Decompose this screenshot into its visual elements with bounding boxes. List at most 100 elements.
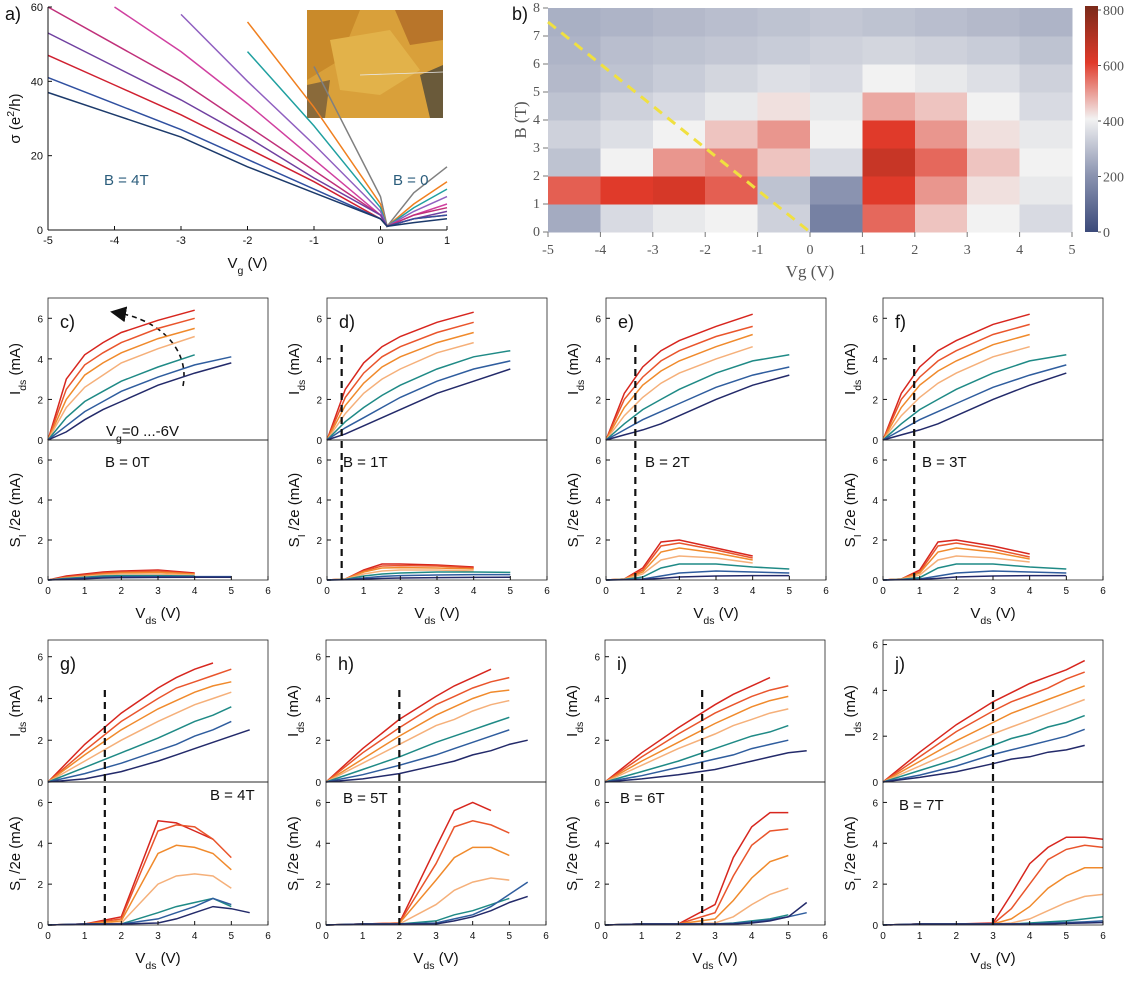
heatmap-cell — [652, 64, 706, 93]
heatmap-cell — [600, 148, 654, 177]
x-tick-label: 1 — [917, 586, 923, 597]
data-line — [882, 372, 1067, 441]
y-axis-label-part: S — [564, 881, 581, 891]
x-axis-label-part: (V) — [714, 605, 738, 622]
panel-label: c) — [60, 312, 75, 332]
y-axis-label-part: I — [286, 391, 303, 395]
panel-label: a) — [5, 4, 21, 24]
data-line — [325, 801, 492, 926]
x-tick-label: 4 — [749, 931, 755, 942]
heatmap-cell — [1019, 204, 1073, 233]
y-axis-label-part: I — [17, 534, 29, 537]
y-axis-label-part: I — [565, 391, 582, 395]
x-tick-label: 0 — [603, 586, 609, 597]
heatmap-cell — [810, 8, 863, 37]
heatmap-cell — [810, 92, 863, 121]
data-line — [604, 901, 808, 926]
heatmap-cell — [548, 92, 601, 121]
data-line — [882, 345, 1030, 441]
panel-label: i) — [617, 654, 627, 674]
heatmap-cell — [757, 120, 811, 149]
x-tick-label: 1 — [444, 235, 450, 247]
heatmap-cell — [914, 36, 968, 65]
panel-label: g) — [60, 654, 76, 674]
x-tick-label: 2 — [119, 931, 125, 942]
x-tick-label: 5 — [229, 586, 235, 597]
heatmap-cell — [548, 148, 601, 177]
data-line — [325, 716, 510, 783]
y-tick-label: 4 — [37, 496, 43, 507]
y-axis-label-part: /2e (mA) — [565, 473, 582, 535]
heatmap-cell — [757, 64, 811, 93]
data-line — [325, 895, 528, 926]
data-line — [605, 345, 753, 441]
y-axis-label: Ids (mA) — [564, 685, 586, 737]
x-tick-label: -1 — [752, 243, 764, 258]
field-label: B = 0T — [105, 454, 150, 471]
x-tick-label: 5 — [1064, 931, 1070, 942]
data-line — [47, 91, 448, 228]
x-tick-label: 0 — [324, 586, 330, 597]
data-line — [47, 720, 232, 783]
data-line — [604, 724, 789, 783]
x-tick-label: 0 — [323, 931, 329, 942]
y-axis-label-part: S — [7, 881, 24, 891]
data-line — [47, 354, 195, 441]
data-line — [882, 313, 1030, 441]
y-tick-label: 3 — [533, 141, 540, 156]
y-tick-label: 2 — [872, 880, 878, 891]
data-line — [47, 6, 448, 228]
y-axis-label-part: I — [17, 878, 29, 881]
y-axis-label: Ids (mA) — [7, 685, 29, 737]
x-tick-label: 0 — [807, 243, 814, 258]
x-tick-label: 6 — [1100, 931, 1106, 942]
data-line — [605, 325, 753, 441]
data-line — [47, 309, 195, 441]
heatmap-cell — [600, 8, 654, 37]
y-tick-label: 6 — [872, 641, 878, 652]
x-axis-label-part: V — [135, 605, 145, 622]
y-axis-label-part: ds — [17, 380, 29, 391]
y-tick-label: 2 — [533, 169, 540, 184]
x-tick-label: 4 — [750, 586, 756, 597]
x-axis-label: Vds (V) — [413, 950, 458, 972]
heatmap-cell — [600, 204, 654, 233]
x-tick-label: 4 — [1016, 243, 1023, 258]
panel-label: f) — [895, 312, 906, 332]
x-axis-label-part: ds — [980, 960, 991, 972]
data-line — [47, 356, 232, 441]
heatmap-cell — [600, 120, 654, 149]
data-line — [325, 820, 510, 926]
y-axis-label-part: /2e (mA) — [564, 816, 581, 878]
y-axis-label: Ids (mA) — [285, 685, 307, 737]
data-line — [326, 311, 474, 441]
x-tick-label: 4 — [192, 586, 198, 597]
x-tick-label: 1 — [360, 931, 366, 942]
y-tick-label: 2 — [37, 880, 43, 891]
x-tick-label: 2 — [676, 931, 682, 942]
x-tick-label: 6 — [1100, 586, 1106, 597]
heatmap-cell — [757, 176, 811, 205]
heatmap-cell — [600, 176, 654, 205]
x-tick-label: 3 — [964, 243, 971, 258]
y-axis-label-part: ds — [852, 722, 864, 733]
data-line — [326, 360, 511, 441]
y-axis-label: SI /2e (mA) — [7, 816, 29, 891]
y-axis-label-part: I — [852, 878, 864, 881]
y-tick-label: 2 — [872, 395, 878, 406]
sweep-annotation: Vg=0 ...-6V — [106, 423, 179, 445]
y-tick-label: 4 — [37, 355, 43, 366]
x-tick-label: 5 — [1069, 243, 1076, 258]
x-tick-label: 5 — [787, 586, 793, 597]
x-tick-label: 2 — [954, 931, 960, 942]
y-tick-label: 4 — [316, 496, 322, 507]
heatmap-cell — [705, 176, 759, 205]
field-label: B = 2T — [645, 454, 690, 471]
y-tick-label: 0 — [594, 778, 600, 789]
y-tick-label: 2 — [316, 395, 322, 406]
data-line — [47, 327, 195, 441]
heatmap-cell — [1019, 36, 1073, 65]
x-axis-label-part: (V) — [991, 950, 1015, 967]
heatmap-cell — [810, 36, 863, 65]
field-label: B = 7T — [899, 797, 944, 814]
